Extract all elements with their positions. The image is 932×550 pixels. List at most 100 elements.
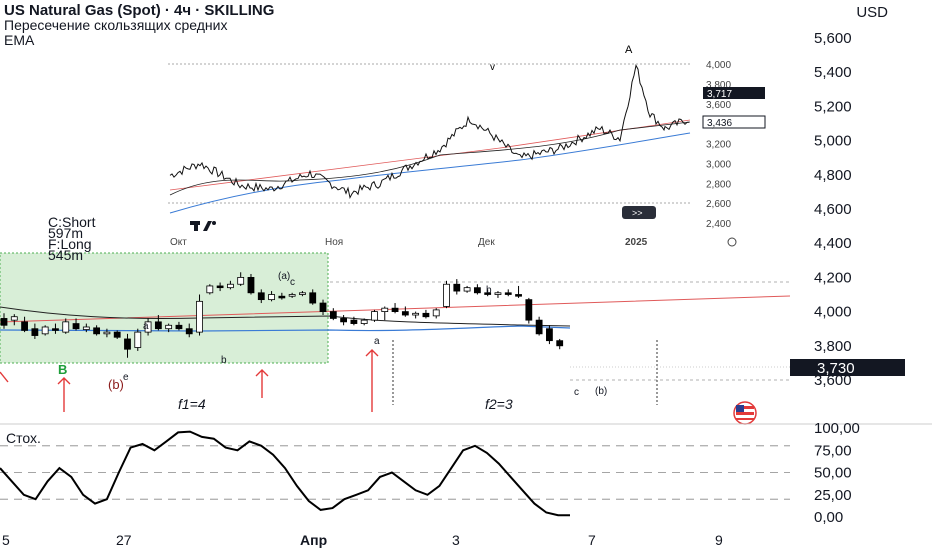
candle-body: [494, 292, 502, 295]
stoch-y-tick: 0,00: [814, 509, 843, 526]
y-tick: 4,400: [814, 235, 852, 252]
wave-label: e: [123, 372, 129, 383]
candle-body: [371, 311, 378, 321]
forward-icon[interactable]: >>: [622, 206, 656, 219]
inset-price-tag-2-text: 3,436: [707, 118, 732, 129]
wave-label: a: [374, 336, 380, 347]
candle-body: [381, 307, 389, 312]
wave-label: b: [486, 285, 492, 296]
inset-x-tick: Окт: [170, 237, 187, 248]
last-price-text: 3,730: [817, 360, 855, 377]
wave-label: a: [143, 321, 149, 332]
inset-y-tick: 2,400: [706, 219, 731, 230]
candle-body: [21, 321, 28, 331]
candle-body: [31, 328, 39, 336]
candle-body: [504, 292, 512, 295]
inset-ema-red: [169, 119, 691, 191]
main-x-axis: 5 27 Апр 3 7 9: [2, 532, 723, 548]
x-tick: 5: [2, 532, 10, 548]
candle-body: [82, 326, 90, 330]
inset-chart: A v 4,0003,8003,6003,4003,2003,0002,8002…: [168, 44, 766, 248]
candle-body: [422, 312, 430, 318]
cycle-label-f2: f2=3: [485, 396, 513, 412]
inset-wave-label: A: [625, 44, 633, 56]
cycle-note: C:Short 597m F:Long 545m: [48, 215, 95, 263]
candle-body: [535, 319, 543, 335]
inset-x-axis: Окт Ноя Дек 2025: [170, 237, 648, 248]
arrow-up-icon: [365, 349, 379, 412]
stoch-y-tick: 75,00: [814, 442, 852, 459]
stoch-line: [0, 430, 570, 517]
inset-y-tick: 2,600: [706, 199, 731, 210]
inset-y-tick: 3,200: [706, 140, 731, 151]
inset-y-tick: 3,800: [706, 80, 731, 91]
inset-price-tag-2: [702, 115, 766, 129]
ema-blue: [0, 325, 571, 332]
candle-body: [546, 328, 553, 342]
inset-price-tag-1-text: 3,717: [707, 89, 732, 100]
candle-body: [226, 283, 234, 289]
wave-labels: (a) c a b a e (b) B b c (b) f1=4 f2=3: [58, 271, 607, 412]
cycle-note-line: 545m: [48, 247, 84, 263]
chart-title: US Natural Gas (Spot) · 4ч · SKILLING: [4, 2, 275, 19]
candle-body: [124, 338, 131, 350]
candle-body: [401, 311, 409, 316]
y-tick: 4,000: [814, 304, 852, 321]
candle-body: [432, 309, 440, 317]
stoch-y-axis: 100,00 75,00 50,00 25,00 0,00: [814, 420, 860, 526]
y-tick: 5,600: [814, 30, 852, 47]
stoch-y-tick: 50,00: [814, 465, 852, 482]
inset-x-tick: Ноя: [325, 237, 343, 248]
highlight-zone: [0, 252, 329, 364]
last-price-tag: [790, 359, 905, 376]
candle-body: [257, 292, 265, 301]
candle-body: [556, 340, 564, 347]
currency-label: USD: [856, 4, 888, 21]
stoch-y-tick: 100,00: [814, 420, 860, 437]
wave-label: c: [574, 387, 579, 398]
inset-y-tick: 2,800: [706, 179, 731, 190]
inset-ema-black: [169, 121, 691, 196]
arrow-up-icon: [255, 369, 269, 398]
inset-wave-label: v: [490, 62, 495, 73]
x-tick: 9: [715, 532, 723, 548]
candle-body: [72, 323, 80, 330]
wave-label: (a): [278, 271, 290, 282]
candle-body: [247, 276, 255, 294]
candle-body: [463, 287, 471, 292]
inset-y-tick: 3,600: [706, 100, 731, 111]
inset-y-tick: 4,000: [706, 60, 731, 71]
candle-body: [237, 276, 245, 285]
ema-black: [0, 306, 571, 327]
candle-body: [473, 287, 481, 294]
x-tick: 3: [452, 532, 460, 548]
candle-body: [484, 292, 492, 295]
indicator-name: EMA: [4, 32, 35, 48]
settings-icon[interactable]: [727, 237, 737, 247]
candle-body: [412, 312, 420, 316]
candle-body: [525, 299, 533, 321]
candle-body: [299, 292, 306, 295]
signal-arrows: [0, 349, 379, 412]
wave-label: (b): [595, 386, 607, 397]
cycle-label-f1: f1=4: [178, 396, 206, 412]
y-tick: 3,600: [814, 372, 852, 389]
candle-body: [391, 307, 399, 312]
cycle-note-line: F:Long: [48, 236, 92, 252]
candle-body: [288, 294, 296, 297]
candle-body: [360, 319, 368, 324]
candle-body: [268, 294, 275, 301]
candle-body: [134, 331, 142, 348]
candle-body: [340, 318, 348, 323]
wave-label-b: B: [58, 362, 67, 377]
candle-body: [185, 328, 193, 335]
candle-body: [196, 300, 203, 333]
inset-y-axis: 4,0003,8003,6003,4003,2003,0002,8002,600…: [706, 60, 731, 230]
y-tick: 4,800: [814, 167, 852, 184]
candle-body: [52, 328, 59, 331]
y-tick: 5,400: [814, 64, 852, 81]
arrow-up-icon: [57, 377, 71, 412]
candle-body: [175, 324, 183, 330]
candle-body: [309, 292, 317, 304]
